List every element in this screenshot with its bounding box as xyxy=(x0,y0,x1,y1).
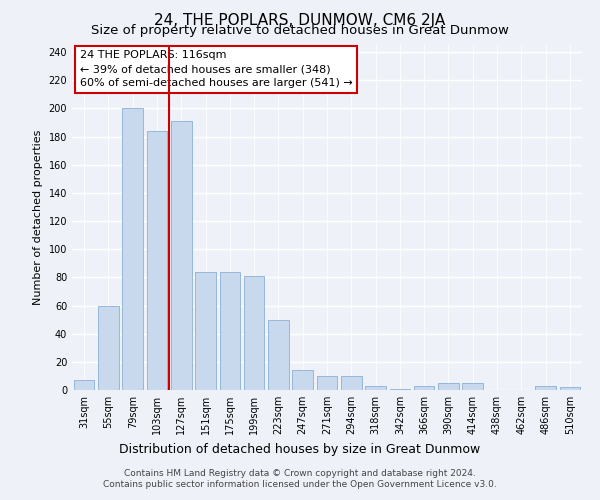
Bar xyxy=(414,386,434,390)
Bar xyxy=(317,376,337,390)
Text: 24, THE POPLARS, DUNMOW, CM6 2JA: 24, THE POPLARS, DUNMOW, CM6 2JA xyxy=(154,12,446,28)
Bar xyxy=(146,131,167,390)
Bar xyxy=(122,108,143,390)
Bar xyxy=(268,320,289,390)
Text: Contains HM Land Registry data © Crown copyright and database right 2024.: Contains HM Land Registry data © Crown c… xyxy=(124,468,476,477)
Bar xyxy=(220,272,240,390)
Bar xyxy=(171,121,191,390)
Bar xyxy=(98,306,119,390)
Y-axis label: Number of detached properties: Number of detached properties xyxy=(33,130,43,305)
Bar xyxy=(341,376,362,390)
Text: Contains public sector information licensed under the Open Government Licence v3: Contains public sector information licen… xyxy=(103,480,497,489)
Text: Size of property relative to detached houses in Great Dunmow: Size of property relative to detached ho… xyxy=(91,24,509,37)
Bar xyxy=(195,272,216,390)
Bar xyxy=(438,383,459,390)
Bar xyxy=(560,387,580,390)
Bar xyxy=(389,388,410,390)
Bar xyxy=(74,380,94,390)
Bar xyxy=(365,386,386,390)
Text: Distribution of detached houses by size in Great Dunmow: Distribution of detached houses by size … xyxy=(119,442,481,456)
Bar xyxy=(244,276,265,390)
Bar xyxy=(535,386,556,390)
Bar xyxy=(292,370,313,390)
Text: 24 THE POPLARS: 116sqm
← 39% of detached houses are smaller (348)
60% of semi-de: 24 THE POPLARS: 116sqm ← 39% of detached… xyxy=(80,50,352,88)
Bar xyxy=(463,383,483,390)
